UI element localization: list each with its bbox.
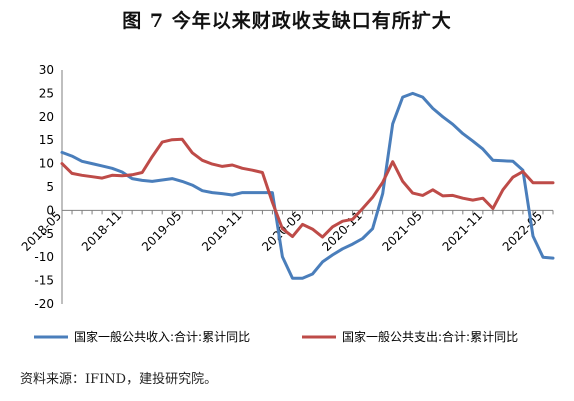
- y-tick-label: -20: [34, 297, 54, 311]
- legend-label: 国家一般公共支出:合计:累计同比: [342, 329, 518, 344]
- y-tick-label: 25: [39, 86, 54, 100]
- legend-label: 国家一般公共收入:合计:累计同比: [74, 329, 250, 344]
- x-tick-label: 2019-11: [199, 209, 244, 254]
- y-tick-label: 15: [39, 133, 54, 147]
- x-tick-label: 2021-11: [440, 209, 485, 254]
- y-tick-label: 0: [46, 203, 54, 217]
- source-note: 资料来源：IFIND，建投研究院。: [20, 372, 218, 387]
- chart-title: 图 7 今年以来财政收支缺口有所扩大: [122, 10, 452, 32]
- legend: 国家一般公共收入:合计:累计同比 国家一般公共支出:合计:累计同比: [34, 329, 518, 344]
- series-line-expenditure: [60, 137, 555, 239]
- y-tick-label: 5: [46, 180, 54, 194]
- y-tick-label: -5: [42, 227, 54, 241]
- x-tick-label: 2019-05: [139, 209, 184, 254]
- y-tick-label: 20: [39, 110, 54, 124]
- series-lines: [60, 91, 555, 280]
- y-tick-label: -15: [34, 274, 54, 288]
- y-axis-ticks: 30 25 20 15 10 5 0 -5 -10 -15 -20: [34, 63, 63, 311]
- y-tick-label: 30: [39, 63, 54, 77]
- y-tick-label: 10: [39, 157, 54, 171]
- series-line-revenue: [60, 91, 555, 280]
- x-tick-label: 2018-11: [79, 209, 124, 254]
- y-tick-label: -10: [34, 250, 54, 264]
- x-tick-label: 2018-05: [19, 209, 64, 254]
- x-tick-label: 2021-05: [380, 209, 425, 254]
